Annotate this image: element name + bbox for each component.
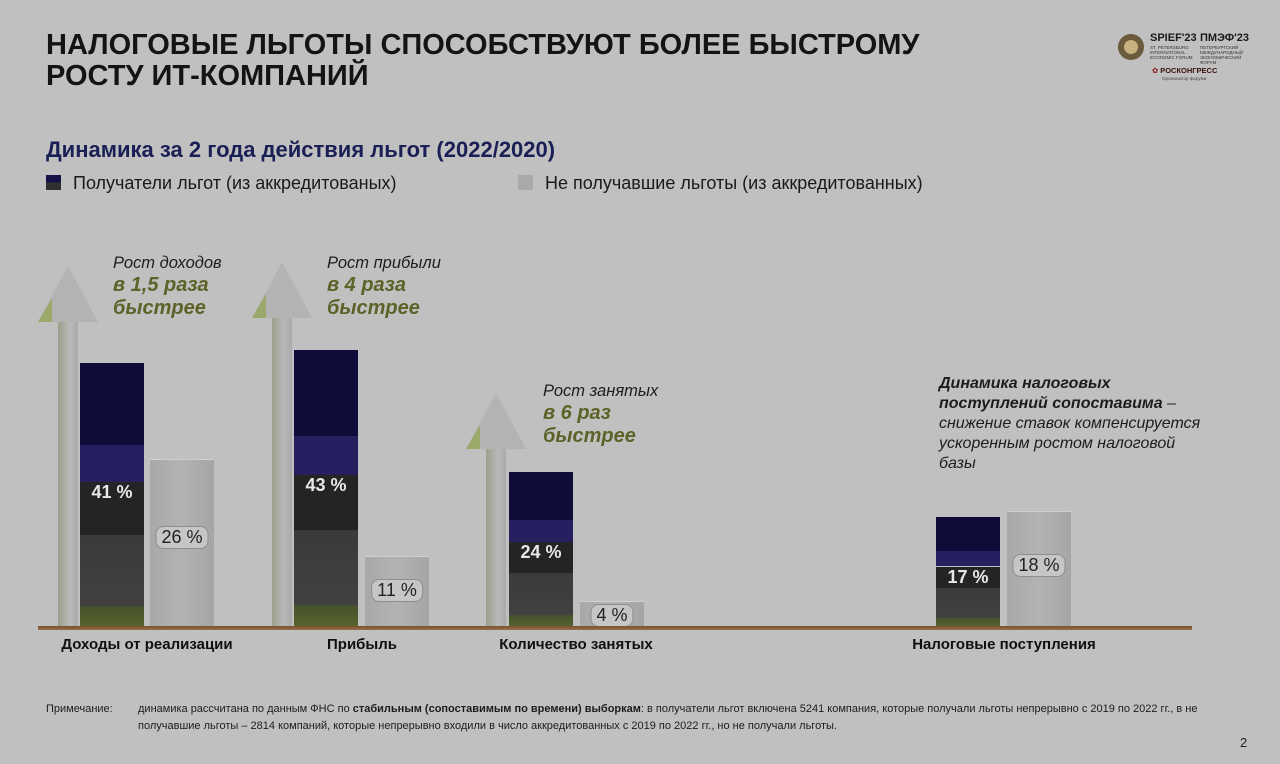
growth-arrow-shaft-profit [272, 312, 292, 626]
legend-item-recipients: Получатели льгот (из аккредитованых) [46, 173, 397, 194]
data-label-non-recipients-employees: 4 % [590, 604, 634, 627]
annotation-employees-hl1: в 6 раз [543, 402, 611, 424]
bar-recipients-top-profit [294, 350, 358, 436]
data-label-recipients-tax: 17 % [947, 567, 989, 587]
footnote-label: Примечание: [46, 703, 113, 715]
bar-recipients-top-revenue [80, 363, 144, 445]
legend-swatch-dark [46, 175, 61, 190]
bar-recipients-employees: 24 % [509, 472, 573, 627]
category-label-revenue: Доходы от реализации [61, 636, 233, 653]
bar-non-recipients-tax: 18 % [1007, 511, 1071, 628]
legend-item-non-recipients: Не получавшие льготы (из аккредитованных… [518, 173, 923, 194]
category-label-profit: Прибыль [327, 636, 397, 653]
forum-logo: SPIEF'23 ПМЭФ'23 ST. PETERSBURG INTERNAT… [1116, 32, 1256, 84]
chart-subtitle: Динамика за 2 года действия льгот (2022/… [46, 137, 556, 162]
bar-recipients-mid-revenue [80, 482, 144, 535]
annotation-employees-line1: Рост занятых [543, 382, 659, 400]
bar-recipients-band-profit [294, 436, 358, 475]
growth-arrow-revenue [38, 266, 98, 626]
logo-pmef-fine: ПЕТЕРБУРГСКИЙ МЕЖДУНАРОДНЫЙ ЭКОНОМИЧЕСКИ… [1200, 45, 1243, 65]
slide-title-line-1: НАЛОГОВЫЕ ЛЬГОТЫ СПОСОБСТВУЮТ БОЛЕЕ БЫСТ… [46, 29, 920, 61]
growth-arrow-accent-revenue [38, 298, 52, 322]
logo-spief-fine: ST. PETERSBURG INTERNATIONAL ECONOMIC FO… [1150, 45, 1193, 60]
footnote-text: динамика рассчитана по данным ФНС по ста… [138, 701, 1198, 735]
annotation-profit-hl2: быстрее [327, 297, 420, 319]
annotation-revenue: Рост доходов в 1,5 раза быстрее [113, 253, 222, 320]
bar-non-recipients-employees: 4 % [580, 601, 644, 628]
x-axis-baseline [38, 626, 1192, 630]
data-label-non-recipients-profit: 11 % [371, 579, 423, 602]
tax-note: Динамика налоговых поступлений сопоставим… [939, 374, 1204, 474]
growth-arrow-shaft-revenue [58, 316, 78, 626]
bar-recipients-band-employees [509, 520, 573, 542]
growth-arrow-accent-profit [252, 294, 266, 318]
category-label-employees: Количество занятых [499, 636, 653, 653]
bar-recipients-base-revenue [80, 606, 144, 627]
bar-recipients-top-tax [936, 517, 1000, 551]
bar-recipients-mid-profit [294, 475, 358, 530]
slide-title-line-2: РОСТУ ИТ-КОМПАНИЙ [46, 60, 369, 92]
footnote-text-post: : в получатели льгот включена 5241 компа… [138, 703, 1198, 732]
legend-label-recipients: Получатели льгот (из аккредитованых) [73, 173, 397, 193]
footnote-text-pre: динамика рассчитана по данным ФНС по [138, 703, 353, 715]
tax-note-rest: – снижение ставок компенсируется ускорен… [939, 395, 1201, 472]
footnote-text-bold: стабильным (сопоставимым по времени) выб… [352, 703, 641, 715]
bar-recipients-base-profit [294, 605, 358, 627]
annotation-revenue-hl1: в 1,5 раза [113, 274, 209, 296]
data-label-non-recipients-revenue: 26 % [155, 526, 209, 549]
logo-roscongress-sub: Организатор форума [1162, 76, 1207, 81]
data-label-recipients-employees: 24 % [520, 542, 562, 562]
annotation-employees: Рост занятых в 6 раз быстрее [543, 381, 658, 448]
data-label-recipients-revenue: 41 % [91, 482, 133, 502]
growth-arrow-profit [252, 262, 312, 626]
bar-recipients-tax: 17 % [936, 517, 1000, 627]
logo-spief: SPIEF'23 [1150, 32, 1197, 44]
annotation-revenue-hl2: быстрее [113, 297, 206, 319]
data-label-non-recipients-tax: 18 % [1012, 554, 1066, 577]
slide-title: НАЛОГОВЫЕ ЛЬГОТЫ СПОСОБСТВУЮТ БОЛЕЕ БЫСТ… [46, 30, 946, 92]
bar-recipients-top-employees [509, 472, 573, 520]
data-label-recipients-profit: 43 % [305, 475, 347, 495]
bar-recipients-base-tax [936, 618, 1000, 627]
page-number: 2 [1240, 735, 1248, 750]
tax-note-bold2: поступлений сопоставима [939, 395, 1163, 412]
bar-recipients-base-employees [509, 615, 573, 627]
category-label-tax: Налоговые поступления [912, 636, 1096, 653]
growth-arrow-employees [466, 393, 526, 626]
bar-non-recipients-revenue: 26 % [150, 459, 214, 628]
bar-non-recipients-profit: 11 % [365, 556, 429, 628]
growth-arrow-shaft-employees [486, 443, 506, 626]
growth-arrow-accent-employees [466, 425, 480, 449]
tax-note-bold1: Динамика налоговых [939, 375, 1111, 392]
legend-swatch-light [518, 175, 533, 190]
annotation-profit: Рост прибыли в 4 раза быстрее [327, 253, 441, 320]
bar-recipients-band-revenue [80, 445, 144, 482]
bar-recipients-mid-employees [509, 542, 573, 573]
bar-recipients-mid-tax [936, 567, 1000, 589]
annotation-profit-hl1: в 4 раза [327, 274, 406, 296]
bar-recipients-profit: 43 % [294, 350, 358, 627]
spief-emblem-icon [1118, 34, 1144, 60]
bar-recipients-band-tax [936, 551, 1000, 566]
logo-pmef: ПМЭФ'23 [1200, 32, 1249, 44]
logo-roscongress: РОСКОНГРЕСС [1152, 66, 1217, 75]
annotation-revenue-line1: Рост доходов [113, 254, 222, 272]
bar-recipients-revenue: 41 % [80, 363, 144, 627]
legend-label-non-recipients: Не получавшие льготы (из аккредитованных… [545, 173, 923, 193]
annotation-profit-line1: Рост прибыли [327, 254, 441, 272]
annotation-employees-hl2: быстрее [543, 425, 636, 447]
